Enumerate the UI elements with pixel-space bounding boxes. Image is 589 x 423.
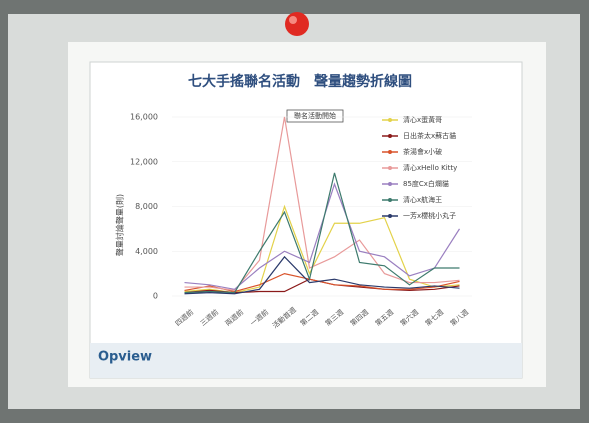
legend-label: 清心xHello Kitty: [403, 163, 457, 172]
legend-marker: [388, 150, 392, 154]
y-axis-label: 聲量討論聲量(則): [115, 194, 125, 256]
footer: [90, 343, 522, 378]
pin: [285, 12, 309, 36]
series-line: [184, 272, 460, 293]
y-tick-label: 12,000: [130, 157, 158, 166]
series-line: [184, 255, 460, 295]
y-tick-label: 0: [153, 292, 158, 301]
legend-marker: [388, 182, 392, 186]
y-tick-label: 4,000: [135, 247, 158, 256]
legend-label: 清心x航海王: [403, 195, 442, 204]
legend-label: 清心x蛋黃哥: [403, 115, 442, 124]
legend-marker: [388, 198, 392, 202]
annotation: 聯名活動開始: [294, 111, 336, 120]
chart-title: 七大手搖聯名活動 聲量趨勢折線圖: [188, 73, 412, 90]
series-line: [184, 182, 461, 290]
chart-frame: [89, 61, 523, 379]
legend-marker: [388, 118, 392, 122]
legend-marker: [388, 134, 392, 138]
legend-marker: [388, 214, 392, 218]
y-tick-label: 16,000: [130, 113, 158, 122]
y-tick-label: 8,000: [135, 202, 158, 211]
legend-label: 日出茶太x蘇古貓: [403, 131, 456, 140]
logo: Opview: [98, 350, 152, 365]
legend-label: 85度Cx白爛貓: [403, 179, 449, 188]
legend-label: 茶湯會x小破: [403, 147, 442, 156]
series-line: [184, 172, 460, 294]
annotation-box: [286, 109, 344, 123]
legend-marker: [388, 166, 392, 170]
legend-label: 一芳x櫻桃小丸子: [403, 211, 456, 220]
pin-highlight: [289, 16, 297, 24]
